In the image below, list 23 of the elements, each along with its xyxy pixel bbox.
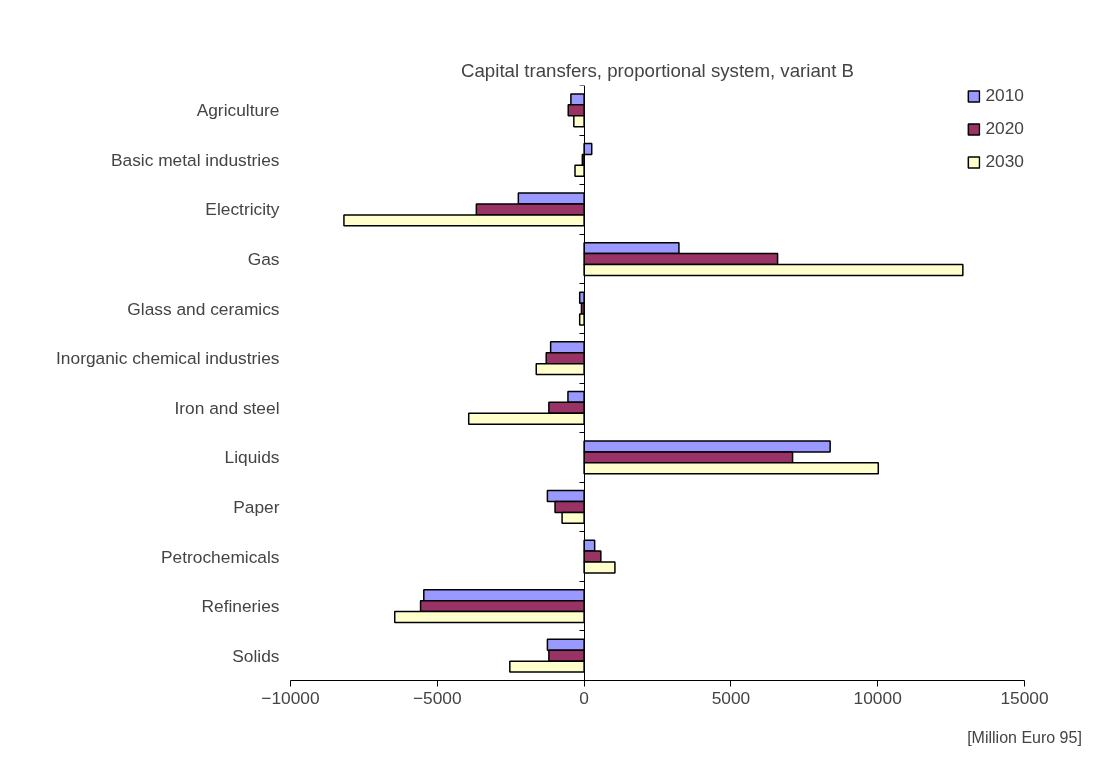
y-tick-label: Inorganic chemical industries [56, 348, 280, 369]
x-tick-label: −5000 [412, 687, 462, 708]
y-tick-label: Basic metal industries [110, 149, 280, 170]
y-tick-label: Liquids [224, 447, 280, 468]
legend-label: 2030 [985, 151, 1024, 172]
legend-label: 2020 [985, 118, 1024, 139]
x-tick-label: −10000 [261, 687, 320, 708]
x-tick-label: 5000 [711, 687, 751, 708]
y-tick-label: Refineries [201, 596, 280, 617]
y-tick-label: Gas [247, 249, 280, 270]
y-tick-label: Glass and ceramics [127, 298, 280, 319]
chart-title: Capital transfers, proportional system, variant B [461, 59, 854, 81]
x-tick-label: 0 [579, 687, 589, 708]
y-tick-label: Petrochemicals [161, 546, 280, 567]
y-tick-label: Iron and steel [174, 397, 280, 418]
y-tick-label: Agriculture [196, 100, 280, 121]
y-tick-label: Electricity [205, 199, 280, 220]
y-tick-label: Solids [232, 645, 280, 666]
legend-label: 2010 [985, 85, 1024, 106]
x-axis-title: [Million Euro 95] [967, 728, 1082, 746]
y-tick-label: Paper [233, 496, 280, 517]
x-tick-label: 15000 [1000, 687, 1049, 708]
x-tick-label: 10000 [853, 687, 902, 708]
